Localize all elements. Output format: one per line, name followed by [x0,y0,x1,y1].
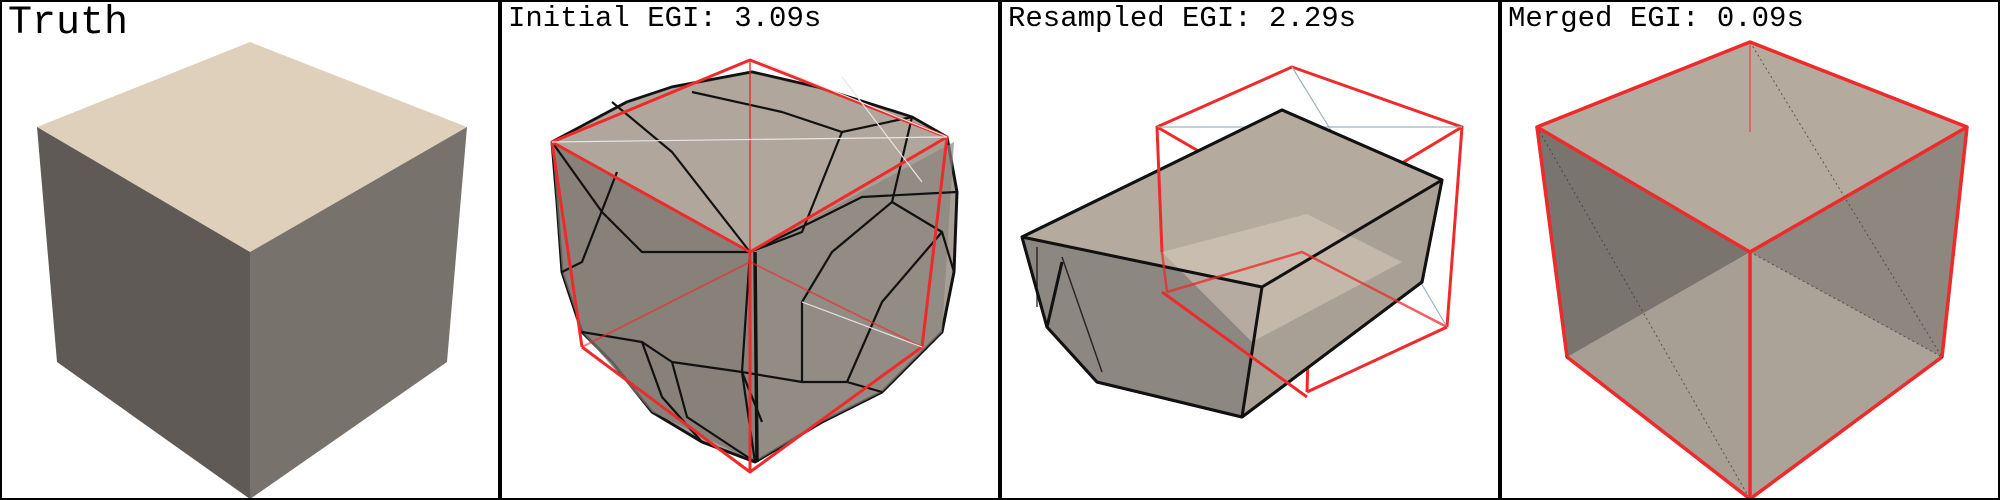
estimated-polyhedron [1020,108,1444,419]
truth-cube-render [37,42,467,498]
panel-merged-egi: Merged EGI: 0.09s [1500,0,2000,500]
hidden-edges [551,61,948,348]
panel-title: Merged EGI: 0.09s [1508,2,1804,35]
panel-truth: Truth [0,0,500,500]
ground-truth-cube-front [1155,126,1448,399]
cube-right-face [250,127,467,498]
ground-truth-cube-outline [1535,40,1969,498]
resampled-egi-render [1020,65,1464,419]
panel-title: Resampled EGI: 2.29s [1008,2,1357,35]
estimated-polyhedron [1535,41,1969,498]
estimated-polyhedron [550,70,959,464]
initial-egi-render [550,58,959,474]
cube-left-face [37,127,250,498]
cube-top-face [37,42,467,252]
panel-title: Initial EGI: 3.09s [508,2,822,35]
merged-egi-render [1535,40,1969,498]
ground-truth-cube-outline [550,58,949,474]
panel-initial-egi: Initial EGI: 3.09s [500,0,1000,500]
panel-title: Truth [8,1,129,46]
panel-resampled-egi: Resampled EGI: 2.29s [1000,0,1500,500]
